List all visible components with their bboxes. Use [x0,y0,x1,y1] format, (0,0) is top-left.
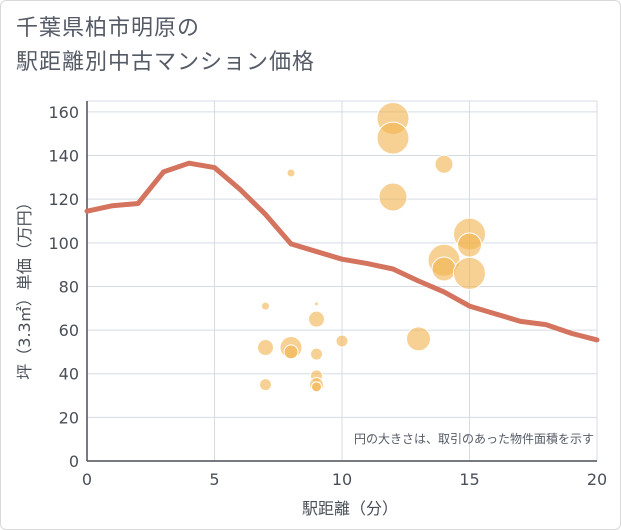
bubble-point [308,310,325,328]
x-tick-label: 5 [209,470,219,489]
bubble-point [453,256,486,290]
bubble-point [311,381,322,393]
y-tick-label: 60 [59,321,79,340]
trend-series [84,160,600,343]
bubble-point [406,326,431,352]
x-tick-label: 20 [587,470,607,489]
bubble-point [261,301,270,311]
bubble-point [314,301,319,307]
y-tick-label: 20 [59,408,79,427]
bubble-point [335,334,349,348]
chart-title-line1: 千葉県柏市明原の [16,16,201,41]
chart-title-line2: 駅距離別中古マンション価格 [16,50,316,75]
axes [86,101,597,462]
x-axis-label: 駅距離（分） [302,499,398,518]
bubble-point [434,154,454,174]
x-tick-label: 15 [459,470,479,489]
y-tick-label: 0 [69,452,79,471]
bubble-point [283,344,299,360]
trend-line [84,160,600,343]
bubble-point [286,168,296,178]
bubble-size-note: 円の大きさは、取引のあった物件面積を示す [354,431,594,446]
y-tick-label: 100 [48,234,79,253]
x-tick-label: 10 [332,470,352,489]
bubble-point [257,339,274,357]
y-tick-label: 80 [59,277,79,296]
tick-labels: 0 20 40 60 80 100 120 140 160 0 5 10 15 20 [48,103,607,489]
bubble-point [431,256,457,282]
x-tick-label: 0 [82,470,92,489]
y-tick-label: 140 [48,147,79,166]
y-tick-label: 160 [48,103,79,122]
bubble-point [310,347,323,361]
bubble-point [457,232,482,258]
grid-lines [86,100,598,462]
y-axis-label: 坪（3.3㎡）単価（万円） [15,194,34,379]
bubble-series [257,101,486,393]
bubble-point [378,182,408,212]
y-tick-label: 40 [59,365,79,384]
y-tick-label: 120 [48,190,79,209]
bubble-point [259,378,272,392]
chart-title: 千葉県柏市明原の 駅距離別中古マンション価格 [16,12,315,80]
bubble-point [376,121,410,155]
